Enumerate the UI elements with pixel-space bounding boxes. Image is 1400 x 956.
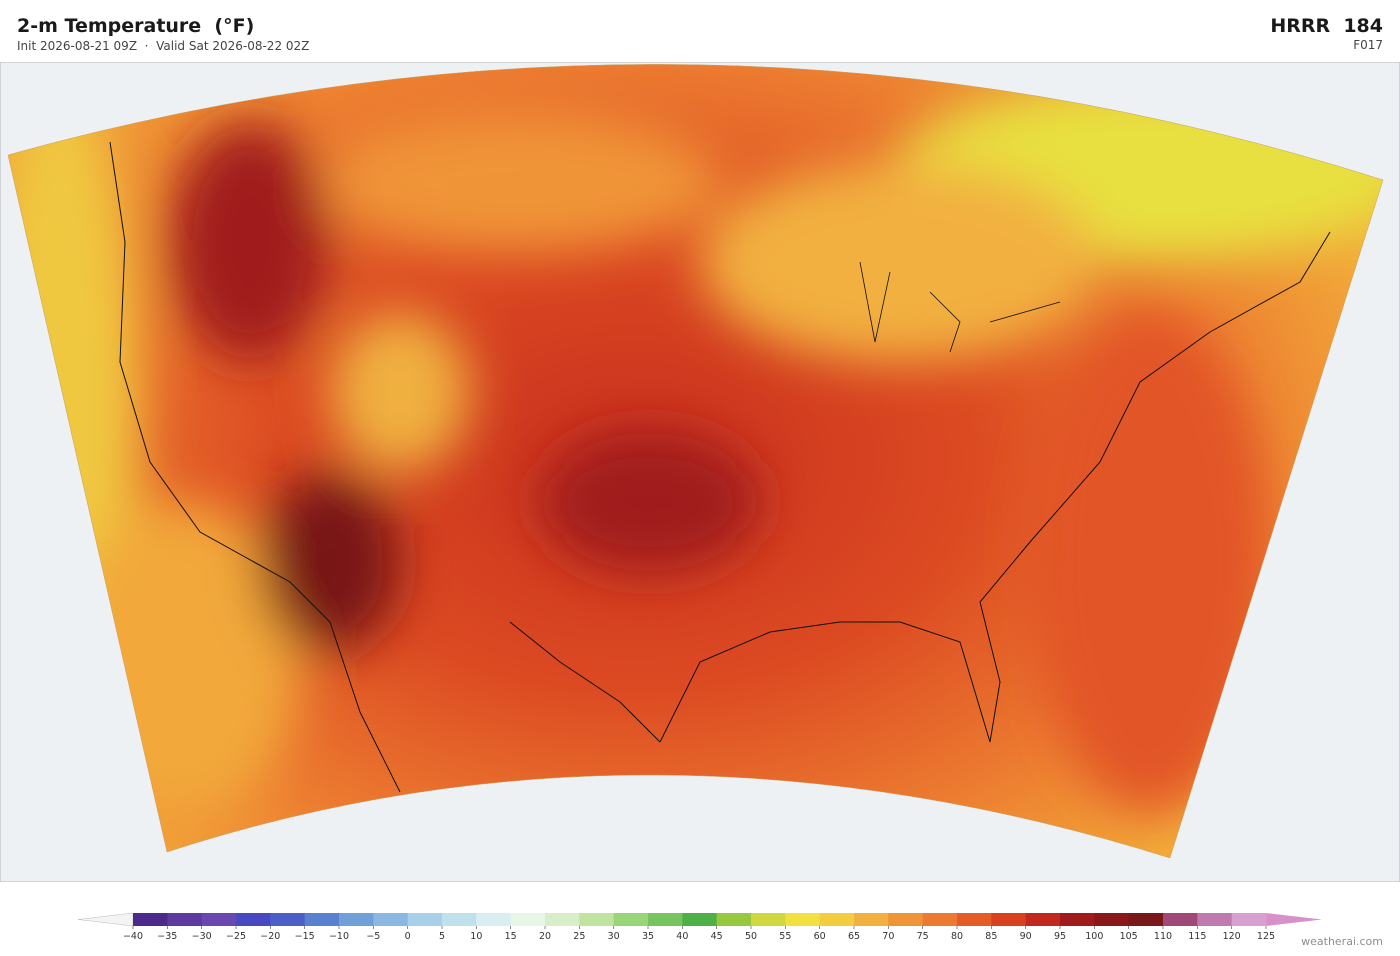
colorbar-bin (373, 913, 409, 926)
colorbar-tick-label: 105 (1120, 931, 1138, 940)
colorbar-tick-label: 0 (405, 931, 411, 940)
colorbar-bin (785, 913, 821, 926)
colorbar-tick-label: −25 (226, 931, 246, 940)
colorbar-bin (1025, 913, 1061, 926)
colorbar-tick-label: −15 (295, 931, 315, 940)
colorbar-tick-label: 35 (642, 931, 654, 940)
colorbar-bin (819, 913, 855, 926)
colorbar-bin (510, 913, 546, 926)
colorbar-bin (1094, 913, 1130, 926)
colorbar-bin (579, 913, 615, 926)
colorbar-bin (648, 913, 683, 926)
colorbar-tick-label: 50 (745, 931, 757, 940)
colorbar-tick-label: −20 (260, 931, 280, 940)
colorbar-bin (304, 913, 340, 926)
map (0, 62, 1400, 882)
colorbar-bin (407, 913, 443, 926)
colorbar-tick-label: 15 (505, 931, 517, 940)
colorbar-bin (716, 913, 752, 926)
colorbar-tick-label: 60 (814, 931, 826, 940)
colorbar-bin (1128, 913, 1164, 926)
domain-outline (7, 64, 1384, 859)
colorbar-bin (991, 913, 1027, 926)
colorbar-tick-label: 80 (951, 931, 963, 940)
colorbar-tick-label: 10 (470, 931, 482, 940)
colorbar-bin (236, 913, 271, 926)
colorbar: −40 −35 −30 −25 −20 −15 −10 −5 0 5 10 15 20 25 30 35 40 4… (77, 912, 1322, 940)
colorbar-bin (854, 913, 889, 926)
colorbar-tick-label: 115 (1188, 931, 1206, 940)
colorbar-bin (1163, 913, 1198, 926)
colorbar-bin (888, 913, 924, 926)
colorbar-tick-label: 100 (1085, 931, 1103, 940)
colorbar-bin (1060, 913, 1095, 926)
subtitle: Init 2026-08-21 09Z · Valid Sat 2026-08-… (17, 39, 310, 53)
colorbar-bin (1231, 913, 1267, 926)
great-lakes (859, 261, 1061, 353)
colorbar-under (77, 912, 134, 927)
colorbar-bin (133, 913, 168, 926)
colorbar-tick-label: 125 (1257, 931, 1275, 940)
colorbar-tick-label: −30 (192, 931, 212, 940)
colorbar-tick-label: 110 (1154, 931, 1172, 940)
colorbar-tick-label: −5 (366, 931, 380, 940)
colorbar-bin (682, 913, 718, 926)
model-label: HRRR 184 (1270, 15, 1383, 37)
colorbar-bin (545, 913, 580, 926)
colorbar-tick-label: 65 (848, 931, 860, 940)
colorbar-bin (201, 913, 237, 926)
colorbar-over (1266, 913, 1322, 926)
colorbar-tick-label: 55 (779, 931, 791, 940)
colorbar-tick-label: 70 (882, 931, 894, 940)
colorbar-bin (442, 913, 477, 926)
colorbar-tick-label: 40 (676, 931, 688, 940)
title: 2-m Temperature (°F) (17, 15, 255, 37)
colorbar-tick-label: 75 (917, 931, 929, 940)
colorbar-bin (957, 913, 992, 926)
coastline (109, 141, 1331, 793)
colorbar-bin (339, 913, 374, 926)
temperature-field (8, 64, 1383, 859)
colorbar-bin (270, 913, 306, 926)
colorbar-bin (167, 913, 203, 926)
colorbar-tick-label: −10 (329, 931, 349, 940)
colorbar-tick-label: 95 (1054, 931, 1066, 940)
credit: weatherai.com (1301, 935, 1383, 948)
colorbar-tick-label: 120 (1223, 931, 1241, 940)
colorbar-bin (751, 913, 786, 926)
colorbar-bin (922, 913, 958, 926)
colorbar-bin (476, 913, 512, 926)
colorbar-bin (613, 913, 649, 926)
colorbar-tick-label: 30 (608, 931, 620, 940)
colorbar-tick-label: 25 (573, 931, 585, 940)
colorbar-tick-label: 20 (539, 931, 551, 940)
colorbar-tick-label: −40 (123, 931, 143, 940)
colorbar-tick-label: 90 (1020, 931, 1032, 940)
colorbar-tick-label: −35 (157, 931, 177, 940)
colorbar-tick-label: 5 (439, 931, 445, 940)
colorbar-tick-label: 85 (985, 931, 997, 940)
colorbar-tick-label: 45 (711, 931, 723, 940)
colorbar-bin (1197, 913, 1233, 926)
forecast-hour: F017 (1353, 38, 1383, 52)
